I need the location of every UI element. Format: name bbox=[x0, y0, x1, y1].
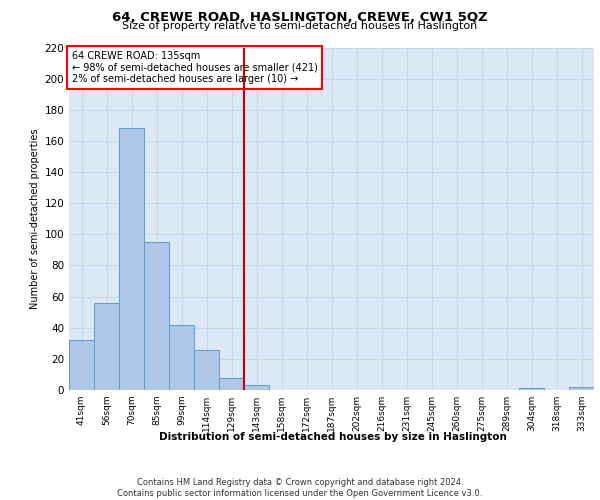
Bar bbox=[169, 324, 194, 390]
Bar bbox=[69, 340, 94, 390]
Text: 64 CREWE ROAD: 135sqm
← 98% of semi-detached houses are smaller (421)
2% of semi: 64 CREWE ROAD: 135sqm ← 98% of semi-deta… bbox=[71, 51, 317, 84]
Text: Contains HM Land Registry data © Crown copyright and database right 2024.
Contai: Contains HM Land Registry data © Crown c… bbox=[118, 478, 482, 498]
Text: Distribution of semi-detached houses by size in Haslington: Distribution of semi-detached houses by … bbox=[159, 432, 507, 442]
Bar bbox=[569, 387, 594, 390]
Text: 64, CREWE ROAD, HASLINGTON, CREWE, CW1 5QZ: 64, CREWE ROAD, HASLINGTON, CREWE, CW1 5… bbox=[112, 11, 488, 24]
Bar bbox=[144, 242, 169, 390]
Bar bbox=[94, 303, 119, 390]
Y-axis label: Number of semi-detached properties: Number of semi-detached properties bbox=[30, 128, 40, 309]
Bar bbox=[244, 386, 269, 390]
Bar bbox=[519, 388, 544, 390]
Text: Size of property relative to semi-detached houses in Haslington: Size of property relative to semi-detach… bbox=[122, 21, 478, 31]
Bar bbox=[219, 378, 244, 390]
Bar bbox=[119, 128, 144, 390]
Bar bbox=[194, 350, 219, 390]
